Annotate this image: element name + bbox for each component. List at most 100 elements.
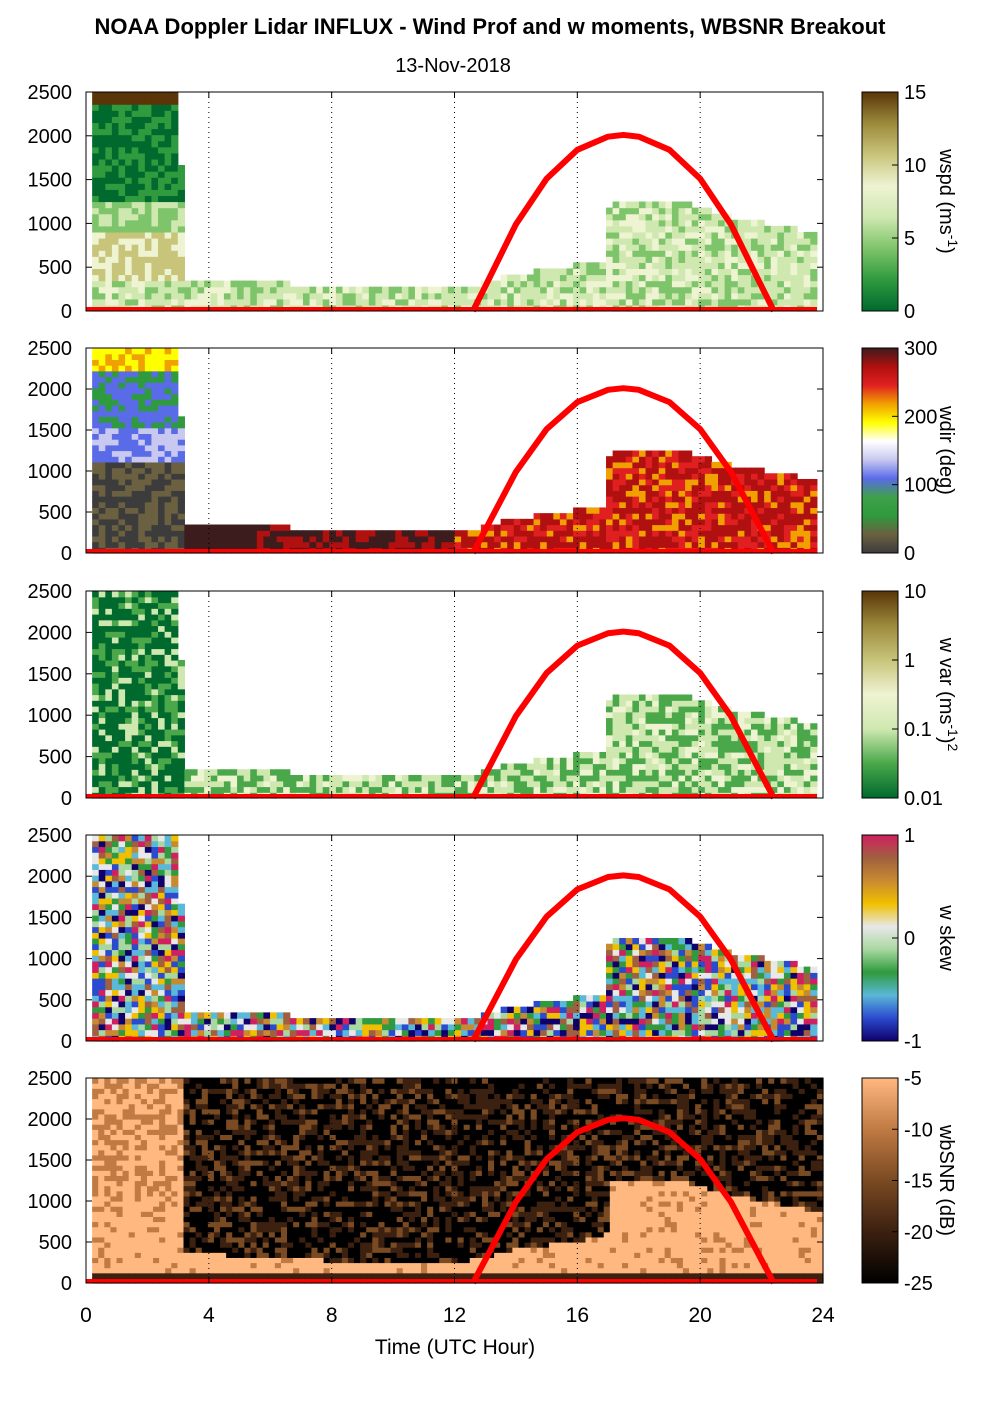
heatmap-cell — [158, 637, 166, 644]
heatmap-cell — [171, 614, 179, 621]
heatmap-cell — [92, 608, 100, 615]
heatmap-cell — [362, 1029, 370, 1036]
heatmap-cell — [777, 535, 785, 543]
heatmap-cell — [131, 450, 139, 457]
heatmap-cell — [204, 780, 212, 788]
heatmap-cell — [566, 541, 574, 548]
heatmap-cell — [382, 292, 390, 300]
heatmap-cell — [744, 473, 752, 480]
heatmap-cell — [118, 757, 126, 765]
heatmap-cell — [138, 280, 146, 288]
heatmap-cell — [164, 250, 172, 257]
heatmap-cell — [731, 484, 739, 491]
heatmap-cell — [513, 292, 521, 300]
heatmap-cell — [546, 780, 554, 788]
heatmap-cell — [606, 786, 614, 793]
heatmap-cell — [151, 1023, 159, 1031]
heatmap-cell — [171, 416, 179, 423]
heatmap-cell — [520, 780, 528, 788]
heatmap-cell — [111, 189, 120, 197]
heatmap-cell — [718, 541, 726, 548]
heatmap-cell — [704, 769, 713, 776]
heatmap-cell — [92, 387, 100, 395]
heatmap-cell — [342, 286, 350, 294]
heatmap-cell — [645, 250, 653, 257]
heatmap-cell — [118, 995, 126, 1002]
heatmap-cell — [144, 422, 153, 429]
heatmap-cell — [408, 1018, 416, 1025]
heatmap-cell — [151, 146, 159, 154]
heatmap-cell — [744, 734, 752, 742]
heatmap-cell — [125, 734, 133, 742]
heatmap-cell — [750, 286, 759, 294]
heatmap-cell — [645, 746, 653, 753]
heatmap-cell — [144, 857, 153, 865]
heatmap-cell — [223, 530, 232, 537]
heatmap-cell — [533, 1006, 541, 1013]
heatmap-cell — [625, 752, 633, 759]
heatmap-cell — [144, 983, 153, 991]
heatmap-cell — [797, 757, 805, 765]
heatmap-cell — [125, 348, 133, 355]
heatmap-cell — [105, 688, 113, 696]
heatmap-cell — [638, 280, 647, 288]
heatmap-cell — [190, 1018, 199, 1025]
heatmap-cell — [770, 292, 778, 300]
heatmap-cell — [217, 1018, 225, 1025]
heatmap-cell — [98, 1006, 106, 1013]
heatmap-cell — [92, 631, 100, 638]
heatmap-cell — [138, 863, 146, 870]
heatmap-cell — [138, 711, 146, 719]
heatmap-cell — [612, 769, 620, 776]
heatmap-cell — [428, 286, 436, 294]
heatmap-cell — [177, 949, 185, 956]
heatmap-cell — [111, 183, 120, 190]
heatmap-cell — [691, 541, 699, 548]
heatmap-cell — [783, 752, 792, 759]
heatmap-cell — [111, 484, 120, 491]
heatmap-cell — [105, 231, 113, 239]
heatmap-cell — [461, 1029, 469, 1036]
heatmap-cell — [513, 1012, 521, 1019]
heatmap-cell — [533, 1029, 541, 1036]
heatmap-cell — [138, 835, 146, 842]
heatmap-cell — [105, 648, 113, 655]
heatmap-cell — [573, 524, 581, 531]
heatmap-cell — [711, 274, 719, 282]
heatmap-cell — [704, 262, 713, 270]
heatmap-cell — [263, 1029, 271, 1036]
heatmap-cell — [302, 535, 311, 543]
heatmap-cell — [790, 478, 798, 486]
heatmap-cell — [638, 746, 647, 753]
heatmap-cell — [783, 729, 792, 736]
heatmap-cell — [138, 201, 146, 209]
heatmap-cell — [810, 518, 818, 526]
heatmap-cell — [691, 456, 699, 463]
heatmap-cell — [98, 972, 106, 979]
heatmap-cell — [151, 92, 159, 99]
heatmap-cell — [118, 943, 126, 951]
heatmap-cell — [777, 225, 785, 233]
heatmap-cell — [790, 780, 798, 788]
heatmap-cell — [671, 473, 680, 480]
heatmap-cell — [118, 920, 126, 928]
heatmap-cell — [665, 535, 673, 543]
heatmap-cell — [105, 614, 113, 621]
heatmap-cell — [151, 165, 159, 172]
heatmap-cell — [144, 1012, 153, 1019]
heatmap-cell — [507, 786, 515, 793]
heatmap-cell — [302, 786, 311, 793]
heatmap-cell — [92, 365, 100, 372]
heatmap-cell — [158, 404, 166, 412]
heatmap-cell — [579, 1023, 587, 1031]
heatmap-cell — [118, 256, 126, 263]
heatmap-cell — [125, 869, 133, 876]
heatmap-cell — [98, 128, 106, 136]
heatmap-cell — [750, 238, 759, 245]
heatmap-cell — [118, 892, 126, 899]
heatmap-cell — [118, 244, 126, 251]
heatmap-cell — [678, 219, 686, 227]
heatmap-cell — [638, 484, 647, 491]
colorbar-tick-label: 100 — [904, 475, 937, 497]
heatmap-cell — [105, 596, 113, 604]
